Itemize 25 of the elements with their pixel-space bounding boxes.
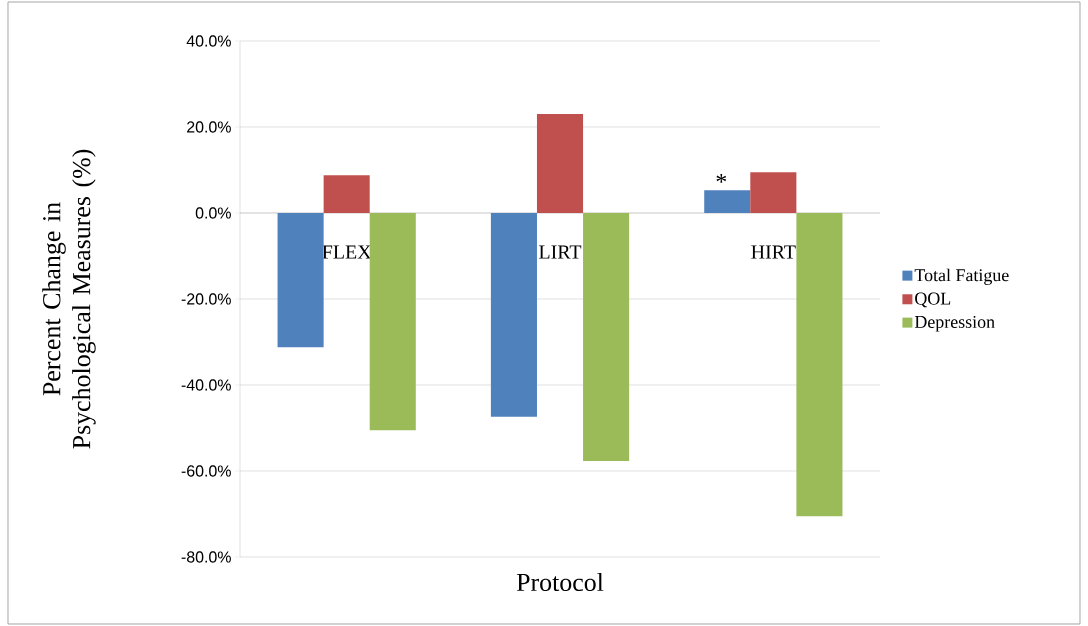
bar — [796, 212, 843, 517]
legend-label: Total Fatigue — [914, 268, 1009, 285]
annotation: * — [716, 174, 727, 183]
bar — [490, 212, 537, 417]
y-tick-label: -20.0% — [181, 293, 231, 305]
bar — [369, 212, 416, 431]
legend-label: Depression — [914, 315, 995, 332]
y-tick-label: -80.0% — [181, 551, 231, 563]
bar — [277, 212, 324, 348]
y-tick-label: 0.0% — [195, 207, 231, 219]
y-axis-title: Percent Change in Psychological Measures (%) — [42, 149, 96, 449]
y-tick-label: 40.0% — [186, 35, 231, 47]
x-tick-label: FLEX — [322, 245, 372, 259]
y-tick-label: 20.0% — [187, 121, 231, 133]
bar — [323, 175, 370, 213]
legend-label: QOL — [915, 292, 951, 308]
bar — [583, 212, 630, 462]
x-axis-title: Protocol — [516, 572, 604, 592]
x-tick-label: LIRT — [539, 245, 582, 259]
bar — [750, 172, 797, 213]
bar — [536, 114, 584, 213]
y-tick-label: -60.0% — [181, 465, 231, 477]
y-tick-label: -40.0% — [181, 379, 231, 391]
bar — [704, 190, 751, 213]
x-tick-label: HIRT — [751, 245, 796, 259]
